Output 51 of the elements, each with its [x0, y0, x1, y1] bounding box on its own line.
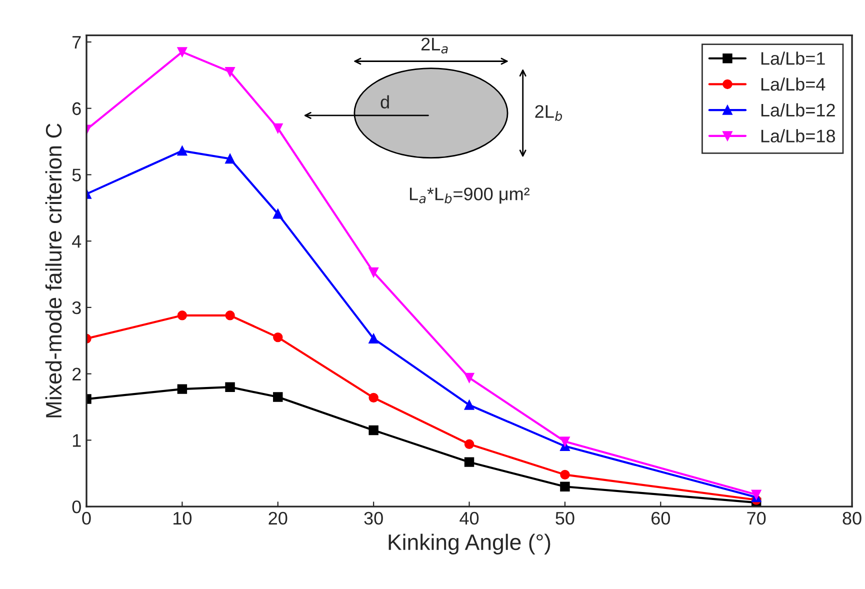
point: [560, 470, 570, 480]
y-axis-title: Mixed-mode failure criterion C: [45, 124, 62, 418]
x-tick-label: 40: [460, 512, 479, 525]
x-tick-label: 80: [842, 512, 862, 525]
point: [464, 400, 474, 410]
point: [273, 332, 283, 342]
point: [464, 439, 474, 450]
legend-label: La/Lb=1: [761, 52, 825, 65]
legend-label: La/Lb=18: [761, 129, 835, 142]
x-axis-title: Kinking Angle (°): [388, 534, 550, 555]
x-tick-label: 70: [747, 512, 766, 525]
legend-label: La/Lb=4: [761, 77, 826, 91]
y-tick-label: 0: [72, 500, 81, 514]
y-tick-label: 4: [72, 235, 82, 248]
point: [225, 310, 235, 320]
y-tick-label: 3: [72, 301, 81, 314]
point: [225, 66, 235, 77]
annotation: L$_{a}$*L$_{b}$=900 μm²: [410, 188, 530, 204]
annotation: 2L$_{a}$: [421, 38, 448, 54]
legend-label: La/Lb=12: [761, 103, 835, 117]
x-tick-label: 50: [556, 512, 574, 525]
point: [464, 457, 474, 467]
point: [751, 490, 762, 500]
point: [225, 382, 235, 392]
y-tick-label: 6: [72, 102, 81, 116]
point: [177, 310, 188, 320]
point: [560, 482, 570, 492]
x-tick-label: 10: [174, 512, 192, 525]
point: [368, 425, 378, 436]
point: [368, 267, 378, 278]
point: [177, 47, 188, 57]
point: [177, 146, 188, 156]
y-tick-label: 5: [72, 168, 81, 182]
y-tick-label: 1: [72, 434, 81, 447]
x-tick-label: 0: [82, 512, 91, 525]
point: [464, 372, 474, 383]
point: [368, 334, 378, 344]
point: [273, 123, 283, 134]
point: [368, 392, 378, 403]
y-tick-label: 2: [72, 368, 81, 380]
x-tick-label: 20: [268, 512, 288, 525]
point: [177, 384, 188, 394]
x-tick-label: 60: [652, 512, 670, 525]
y-tick-label: 7: [72, 36, 81, 49]
point: [225, 154, 235, 164]
x-tick-label: 30: [364, 512, 383, 525]
point: [273, 392, 283, 402]
annotation: 2L$_{b}$: [535, 105, 562, 121]
annotation: d: [380, 95, 389, 109]
point: [273, 209, 283, 219]
point: [560, 436, 570, 446]
